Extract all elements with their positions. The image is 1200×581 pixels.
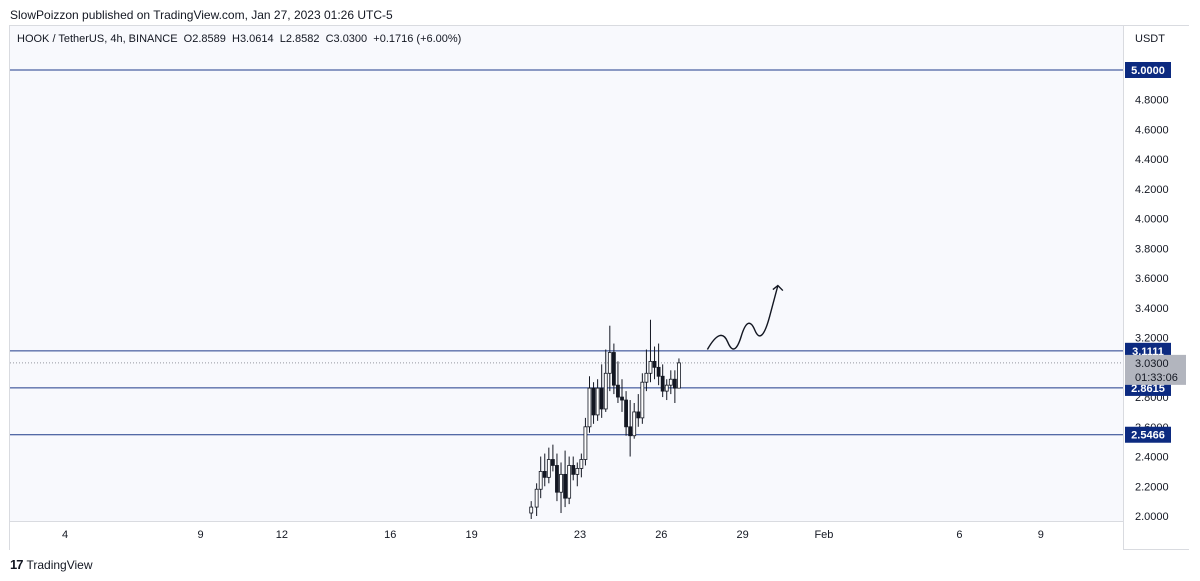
x-tick-label: 9 (1038, 529, 1044, 541)
candle-body (534, 488, 539, 508)
last-price-label: 3.0300 (1135, 358, 1169, 370)
y-tick-label: 3.6000 (1135, 273, 1169, 285)
candle-body (546, 459, 551, 478)
level-price-badge (1125, 342, 1171, 359)
candle-body (677, 362, 681, 389)
x-tick-label: 9 (197, 529, 203, 541)
candle-body (603, 372, 608, 410)
candle-body (579, 459, 584, 469)
y-tick-label: 2.0000 (1135, 511, 1169, 523)
x-tick-label: 26 (655, 529, 667, 541)
candle-body (567, 465, 572, 499)
candle-countdown-label: 01:33:06 (1135, 372, 1178, 384)
candle-body (628, 426, 633, 437)
candle-body (599, 387, 604, 410)
tradingview-brand: 17 TradingView (10, 557, 93, 572)
publisher-line: SlowPoizzon published on TradingView.com… (10, 8, 393, 22)
x-tick-label: 6 (956, 529, 962, 541)
candle-body (620, 396, 624, 401)
y-tick-label: 4.4000 (1135, 154, 1169, 166)
candle-body (550, 459, 555, 466)
tradingview-logo-icon: 17 (10, 557, 24, 572)
x-tick-label: 23 (574, 529, 586, 541)
candle-body (555, 465, 559, 493)
symbol-legend: HOOK / TetherUS, 4h, BINANCE O2.8589 H3.… (17, 33, 462, 45)
y-tick-label: 2.4000 (1135, 452, 1169, 464)
candle-body (611, 352, 616, 386)
tradingview-brand-text: TradingView (26, 557, 93, 572)
candle-body (538, 470, 543, 490)
candle-body (542, 470, 547, 478)
projection-arrow-path (706, 285, 779, 350)
y-tick-label: 4.6000 (1135, 124, 1169, 136)
y-tick-label: 2.2000 (1135, 481, 1169, 493)
candle-body (591, 387, 596, 416)
candle-body (583, 426, 588, 460)
candle-body (559, 473, 563, 493)
candle-body (636, 411, 641, 419)
last-price-badge (1125, 354, 1186, 385)
price-axis[interactable] (1123, 26, 1189, 549)
level-price-label: 2.8615 (1131, 383, 1165, 395)
candle-body (660, 375, 665, 392)
candle-body (656, 366, 661, 377)
candle-body (595, 387, 600, 416)
y-tick-label: 3.4000 (1135, 303, 1169, 315)
y-tick-label: 3.2000 (1135, 333, 1169, 345)
level-price-badge (1125, 426, 1171, 443)
level-price-label: 3.1111 (1132, 346, 1164, 358)
candle-body (664, 384, 669, 392)
x-tick-label: 4 (62, 529, 68, 541)
candle-body (529, 506, 534, 514)
plot-area[interactable] (10, 26, 1123, 521)
y-tick-label: 3.8000 (1135, 243, 1169, 255)
candle-body (616, 384, 620, 398)
candle-body (632, 411, 637, 437)
y-tick-label: 4.8000 (1135, 95, 1169, 107)
candle-body (652, 360, 657, 368)
level-price-label: 2.5466 (1131, 430, 1165, 442)
x-tick-label: 29 (737, 529, 749, 541)
projection-arrow-head (772, 284, 784, 292)
currency-unit: USDT (1135, 33, 1165, 45)
level-price-label: 5.0000 (1131, 65, 1165, 77)
x-tick-label: 16 (384, 529, 396, 541)
candle-body (648, 360, 653, 374)
candle-body (624, 399, 628, 428)
time-axis[interactable] (10, 521, 1123, 550)
candle-body (640, 381, 645, 419)
x-tick-label: Feb (814, 529, 833, 541)
candle-body (644, 372, 649, 383)
candle-body (587, 387, 592, 428)
candle-body (607, 352, 612, 374)
candle-body (563, 473, 567, 499)
x-tick-label: 12 (276, 529, 288, 541)
level-price-badge (1125, 62, 1171, 78)
x-tick-label: 19 (465, 529, 477, 541)
y-tick-label: 4.0000 (1135, 214, 1169, 226)
candle-body (571, 465, 576, 475)
candle-body (668, 378, 673, 386)
candle-body (575, 468, 580, 475)
candle-body (672, 378, 677, 389)
y-tick-label: 4.2000 (1135, 184, 1169, 196)
